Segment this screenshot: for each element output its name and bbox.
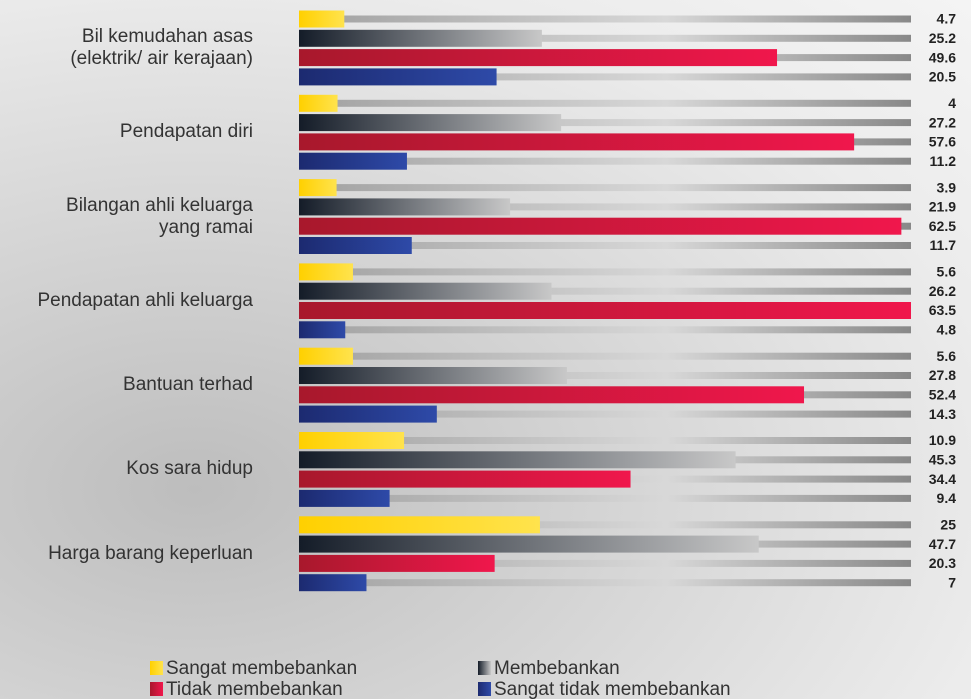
bar-track xyxy=(299,15,911,23)
bar-track xyxy=(299,372,911,379)
bar xyxy=(299,133,855,151)
value-label: 27.2 xyxy=(929,114,956,130)
bar-track xyxy=(299,410,911,418)
value-label: 20.3 xyxy=(929,555,956,571)
bar xyxy=(299,386,805,404)
value-label: 9.4 xyxy=(937,490,957,506)
bar xyxy=(299,29,542,47)
category-label: Harga barang keperluan xyxy=(48,542,253,564)
bar xyxy=(299,535,759,553)
value-label: 57.6 xyxy=(929,134,956,150)
value-label: 14.3 xyxy=(929,406,956,422)
bar-track xyxy=(299,203,911,211)
value-label: 49.6 xyxy=(929,49,956,65)
value-label: 5.6 xyxy=(937,264,957,280)
legend-swatch xyxy=(478,682,491,696)
bar xyxy=(299,574,367,592)
bar xyxy=(299,432,405,449)
legend-label: Membebankan xyxy=(494,658,620,679)
bar-track xyxy=(299,437,911,444)
value-label: 4.7 xyxy=(937,11,957,27)
value-label: 47.7 xyxy=(929,536,956,552)
value-label: 27.8 xyxy=(929,367,956,383)
category-label: Bantuan terhad xyxy=(123,374,253,396)
bar xyxy=(299,405,437,423)
category-label: Pendapatan diri xyxy=(119,121,253,143)
bar-track xyxy=(299,157,911,165)
value-label: 21.9 xyxy=(929,199,956,215)
value-label: 5.6 xyxy=(937,348,957,364)
bar xyxy=(299,516,540,534)
value-label: 4.8 xyxy=(937,322,957,338)
legend-label: Sangat tidak membebankan xyxy=(494,679,731,699)
value-label: 20.5 xyxy=(929,69,956,85)
value-label: 10.9 xyxy=(929,432,956,448)
bar xyxy=(299,198,511,216)
bar-track xyxy=(299,326,911,334)
bar xyxy=(299,114,562,132)
legend-swatch xyxy=(150,661,163,675)
bar xyxy=(299,10,345,28)
bar xyxy=(299,347,353,365)
bar-track xyxy=(299,352,911,360)
bar xyxy=(299,321,346,339)
value-label: 11.2 xyxy=(930,153,957,169)
bar-track xyxy=(299,242,911,249)
bar-track xyxy=(299,268,911,276)
bar-track xyxy=(299,73,911,81)
legend-label: Tidak membebankan xyxy=(166,679,343,699)
bar-track xyxy=(299,521,911,529)
bar-track xyxy=(299,494,911,502)
value-label: 45.3 xyxy=(929,452,956,468)
value-label: 52.4 xyxy=(929,387,956,403)
legend-label: Sangat membebankan xyxy=(166,658,357,679)
legend-swatch xyxy=(150,682,163,696)
bar-track xyxy=(299,34,911,42)
value-label: 26.2 xyxy=(929,283,956,299)
value-label: 34.4 xyxy=(929,471,956,487)
bar xyxy=(299,451,736,469)
value-label: 7 xyxy=(948,574,956,590)
bar xyxy=(299,367,567,384)
value-label: 25.2 xyxy=(929,30,956,46)
value-label: 3.9 xyxy=(937,179,957,195)
bar xyxy=(299,179,337,197)
bar-track xyxy=(299,184,911,192)
bar xyxy=(299,217,902,235)
value-label: 62.5 xyxy=(929,218,956,234)
value-label: 25 xyxy=(940,517,956,533)
bar-track xyxy=(299,287,911,295)
value-label: 11.7 xyxy=(930,237,957,253)
value-label: 4 xyxy=(948,95,956,111)
bar-track xyxy=(299,119,911,127)
bar xyxy=(299,554,495,572)
bar xyxy=(299,489,390,507)
legend-swatch xyxy=(478,661,491,675)
category-label: Pendapatan ahli keluarga xyxy=(37,289,253,311)
category-label: Bilangan ahli keluarga yang ramai xyxy=(66,194,253,238)
bar xyxy=(299,94,338,112)
value-label: 63.5 xyxy=(929,302,956,318)
bar-track xyxy=(299,99,911,107)
category-label: Bil kemudahan asas (elektrik/ air keraja… xyxy=(70,25,253,69)
bar xyxy=(299,68,497,86)
category-label: Kos sara hidup xyxy=(126,458,253,480)
bar xyxy=(299,152,407,170)
bar xyxy=(299,263,353,281)
bar xyxy=(299,302,911,319)
bar xyxy=(299,470,631,488)
bar-track xyxy=(299,579,911,587)
bar xyxy=(299,49,778,67)
bar xyxy=(299,282,552,300)
bar-track xyxy=(299,559,911,567)
bar xyxy=(299,237,412,254)
